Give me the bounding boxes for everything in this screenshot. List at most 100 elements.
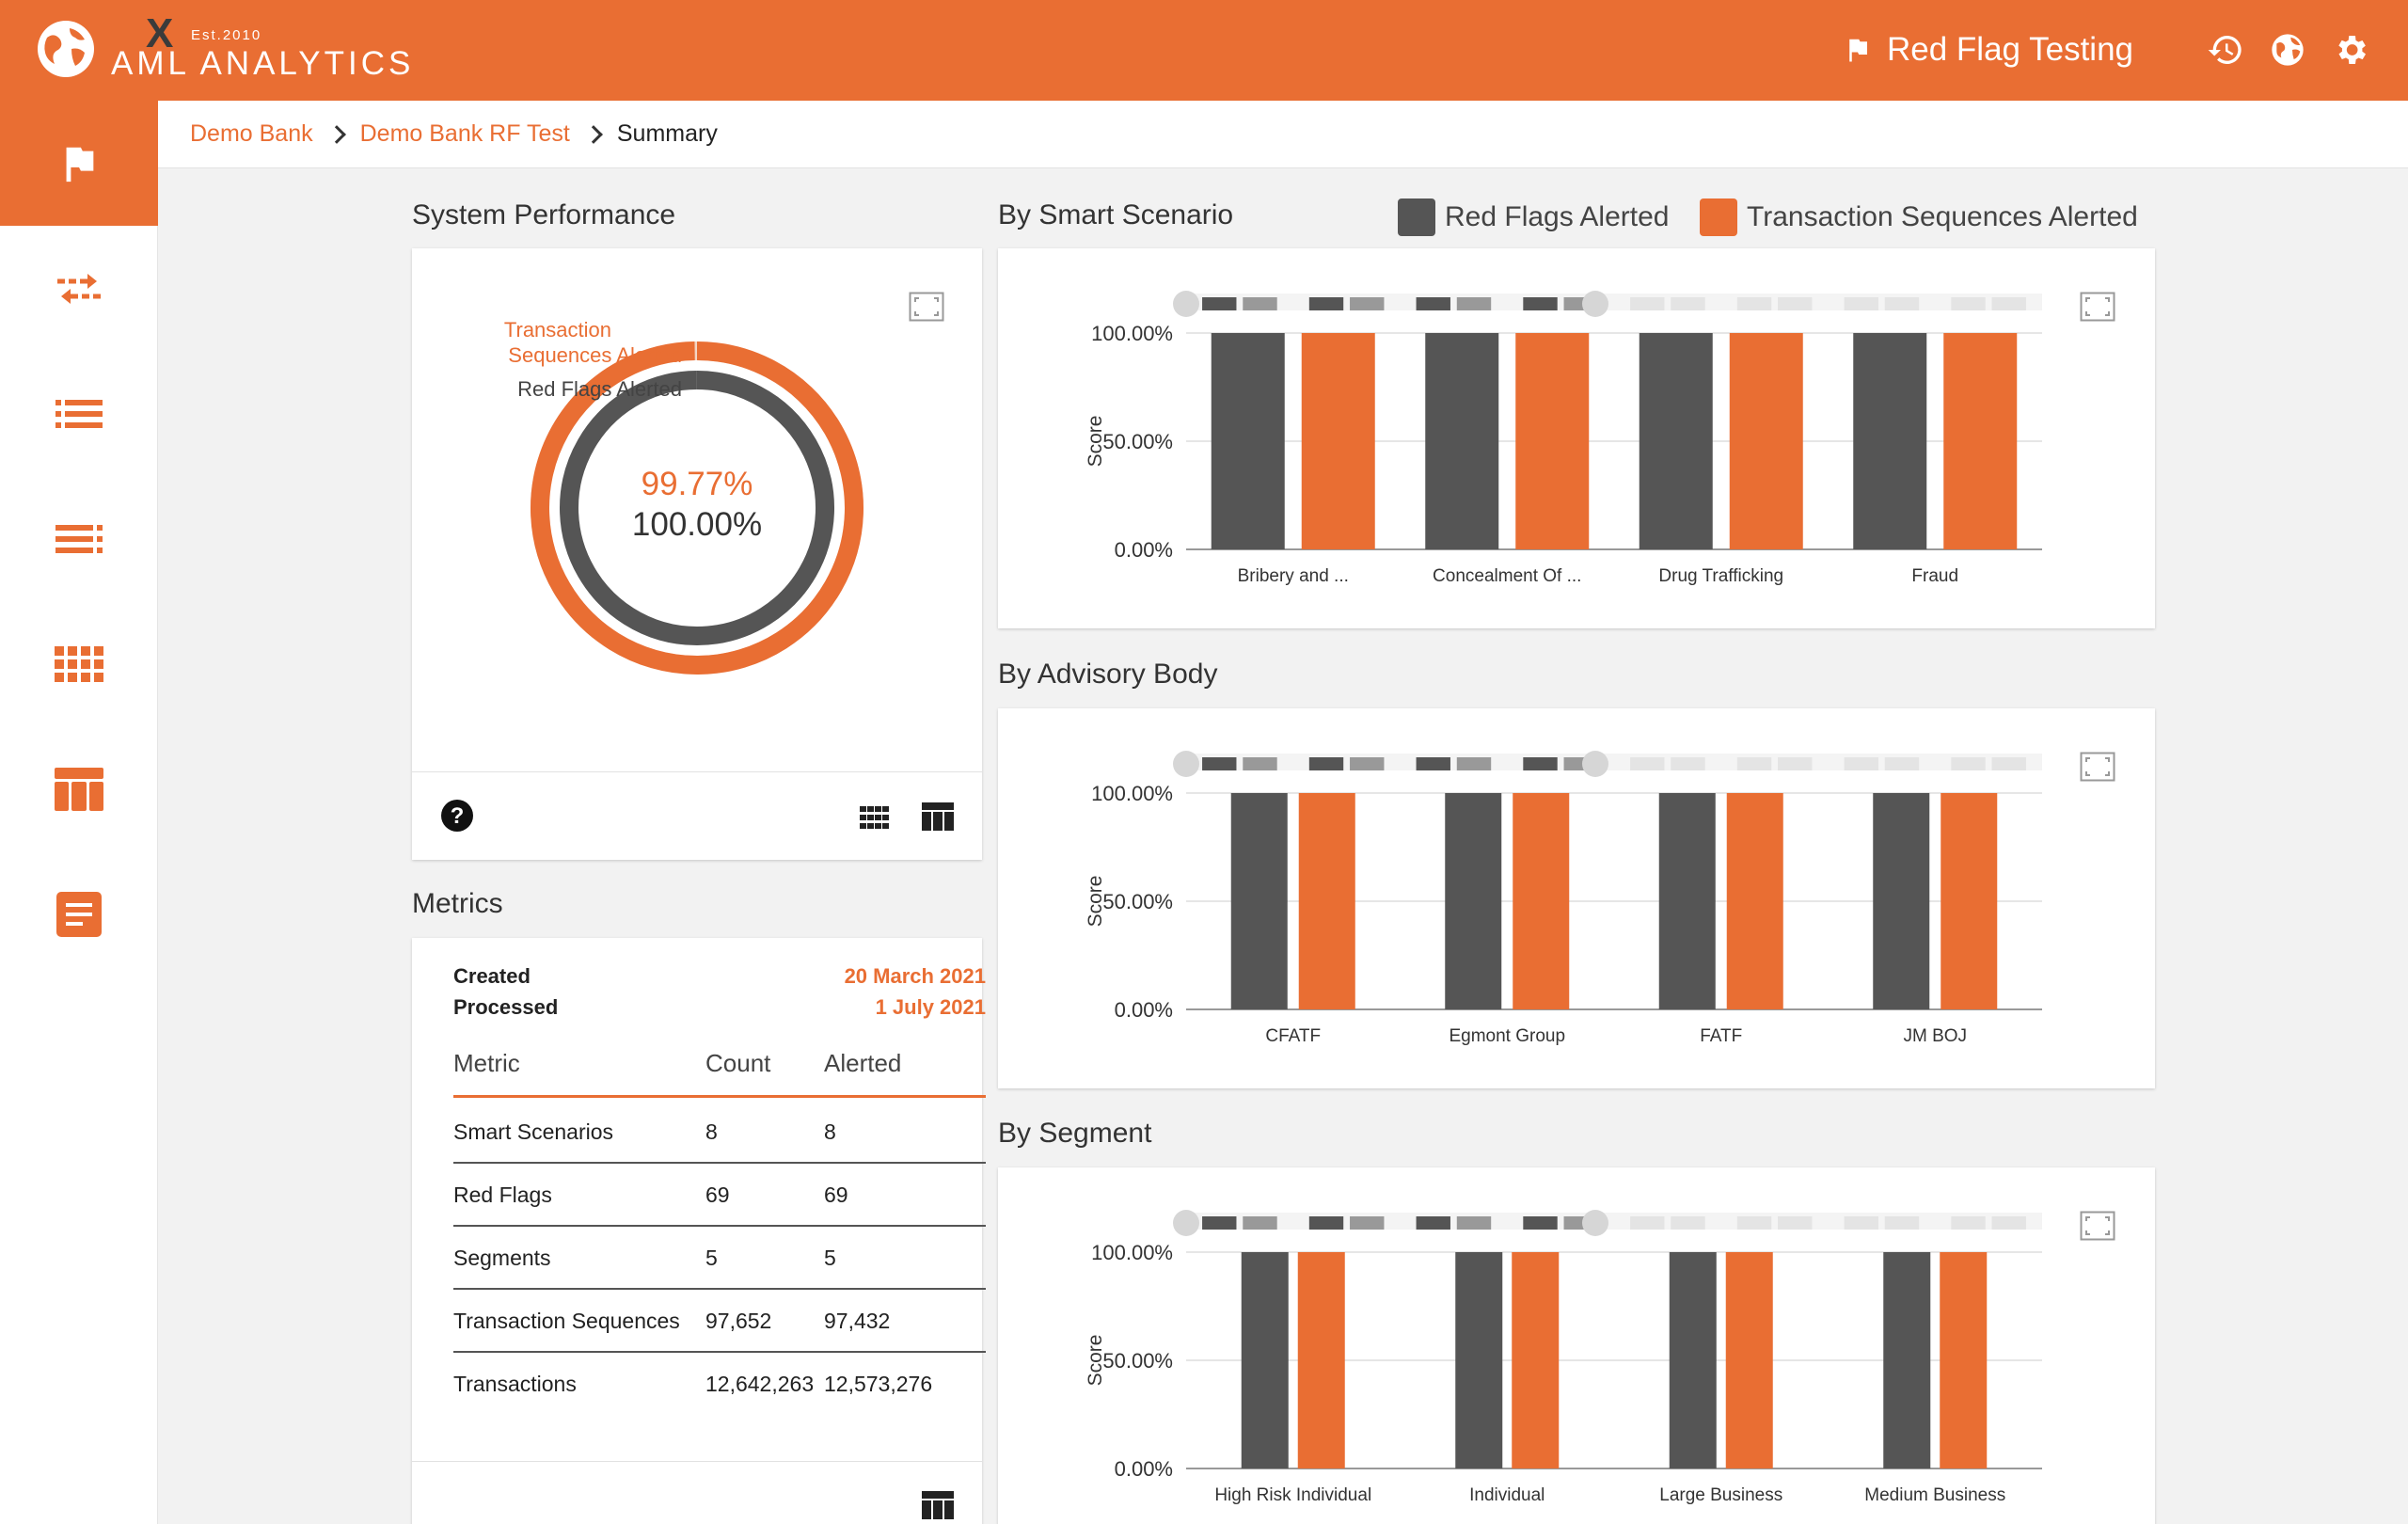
svg-text:Transaction: Transaction xyxy=(504,318,611,341)
table-view-icon[interactable] xyxy=(922,802,954,831)
navigator-bar xyxy=(1778,757,1813,770)
grid-view-icon[interactable] xyxy=(860,806,890,829)
logo-text: AML ANALYTICS xyxy=(111,45,415,82)
navigator-bar xyxy=(1951,297,1986,310)
sidebar-item-grid[interactable] xyxy=(0,601,158,726)
navigator-bar xyxy=(1884,757,1920,770)
sidebar-item-table[interactable] xyxy=(0,726,158,851)
sidebar-item-red-flags[interactable] xyxy=(0,101,158,226)
y-tick-label: 100.00% xyxy=(1091,1241,1173,1264)
y-axis-label: Score xyxy=(1085,876,1106,928)
navigator-bar xyxy=(1523,757,1558,770)
metric-name: Segments xyxy=(453,1246,551,1270)
bar-red-flags xyxy=(1425,333,1499,549)
breadcrumb-link-demo-bank[interactable]: Demo Bank xyxy=(190,120,313,147)
navigator-bar xyxy=(1844,297,1878,310)
breadcrumb-link-rf-test[interactable]: Demo Bank RF Test xyxy=(359,120,570,147)
sidebar-item-transfers[interactable] xyxy=(0,226,158,351)
header-alerted[interactable]: Alerted xyxy=(824,1049,902,1077)
top-bar: X Est.2010 AML ANALYTICS Red Flag Testin… xyxy=(0,0,2408,101)
navigator-bar xyxy=(1736,297,1772,310)
table-row: Smart Scenarios 8 8 xyxy=(453,1101,986,1164)
navigator-bar xyxy=(1778,297,1813,310)
navigator-bar xyxy=(1736,1216,1772,1230)
expand-icon[interactable] xyxy=(2080,292,2115,322)
legend-sequences[interactable]: Transaction Sequences Alerted xyxy=(1700,198,2138,236)
y-tick-label: 0.00% xyxy=(1115,1457,1173,1481)
app-title: Red Flag Testing xyxy=(1887,31,2134,68)
system-performance-title: System Performance xyxy=(412,199,676,230)
expand-icon[interactable] xyxy=(2080,752,2115,782)
bar-sequences xyxy=(1301,333,1375,549)
sidebar-item-list-detail[interactable] xyxy=(0,476,158,601)
navigator-bar xyxy=(1844,1216,1878,1230)
header-metric[interactable]: Metric xyxy=(453,1049,520,1077)
red-flags-label: Red Flags Alerted xyxy=(517,377,682,401)
bar-sequences xyxy=(1298,793,1355,1009)
x-tick-label: Egmont Group xyxy=(1449,1026,1565,1046)
table-view-icon[interactable] xyxy=(922,1491,954,1519)
table-row: Red Flags 69 69 xyxy=(453,1164,986,1227)
sequences-value: 99.77% xyxy=(642,466,753,502)
y-tick-label: 100.00% xyxy=(1091,322,1173,345)
navigator-bar xyxy=(1308,1216,1344,1230)
chevron-right-icon xyxy=(583,124,603,144)
list-detail-icon xyxy=(55,524,103,553)
navigator-bar xyxy=(1416,1216,1450,1230)
bar-sequences xyxy=(1726,793,1783,1009)
grid-icon xyxy=(55,645,103,682)
history-icon[interactable] xyxy=(2207,31,2244,69)
expand-icon[interactable] xyxy=(909,292,944,322)
table-row: Transaction Sequences 97,652 97,432 xyxy=(453,1290,986,1353)
expand-icon[interactable] xyxy=(2080,1211,2115,1241)
metric-count: 5 xyxy=(705,1246,718,1270)
legend-label: Transaction Sequences Alerted xyxy=(1747,201,2138,232)
bar-sequences xyxy=(1729,333,1803,549)
bar-sequences xyxy=(1940,1252,1988,1468)
navigator-bar xyxy=(1416,757,1450,770)
sidebar-item-list[interactable] xyxy=(0,351,158,476)
navigator-bar xyxy=(1844,757,1878,770)
y-tick-label: 100.00% xyxy=(1091,782,1173,805)
x-tick-label: Large Business xyxy=(1659,1485,1782,1505)
bar-red-flags xyxy=(1669,1252,1717,1468)
red-flags-ring xyxy=(559,371,834,645)
x-tick-label: Individual xyxy=(1469,1485,1545,1505)
bar-sequences xyxy=(1512,1252,1560,1468)
card-footer: ? xyxy=(412,771,982,860)
svg-text:?: ? xyxy=(451,803,465,829)
navigator-bar xyxy=(1350,297,1385,310)
navigator-bar xyxy=(1884,297,1920,310)
logo-est: Est.2010 xyxy=(191,27,262,43)
navigator-handle-right xyxy=(1582,1210,1608,1236)
document-icon xyxy=(56,891,102,937)
bar-red-flags xyxy=(1639,333,1713,549)
gear-icon[interactable] xyxy=(2332,31,2369,69)
card-footer-divider xyxy=(412,1461,982,1462)
navigator-track xyxy=(1186,294,2042,310)
globe-icon[interactable] xyxy=(2269,31,2306,69)
metric-count: 69 xyxy=(705,1183,730,1207)
sidebar-item-document[interactable] xyxy=(0,851,158,976)
help-icon[interactable]: ? xyxy=(440,799,474,833)
legend-swatch-dark xyxy=(1398,198,1435,236)
legend-red-flags[interactable]: Red Flags Alerted xyxy=(1398,198,1669,236)
logo-x-mark: X xyxy=(146,10,174,56)
metrics-card: Created 20 March 2021 Processed 1 July 2… xyxy=(412,938,986,1524)
x-tick-label: JM BOJ xyxy=(1903,1026,1967,1046)
navigator-bar xyxy=(1523,297,1558,310)
x-tick-label: Bribery and ... xyxy=(1238,566,1349,586)
navigator-handle-left xyxy=(1173,1210,1199,1236)
navigator-bar xyxy=(1671,757,1705,770)
sequences-label-line1: Transaction xyxy=(504,318,611,341)
header-count[interactable]: Count xyxy=(705,1049,771,1077)
table-row: Segments 5 5 xyxy=(453,1227,986,1290)
x-tick-label: Fraud xyxy=(1911,566,1958,586)
bar-chart: 100.00% 50.00% 0.00% Score Bribery and ... Co… xyxy=(1085,291,2115,586)
y-tick-label: 0.00% xyxy=(1115,538,1173,562)
navigator-bar xyxy=(1671,1216,1705,1230)
navigator-bar xyxy=(1202,297,1237,310)
bar-sequences xyxy=(1515,333,1590,549)
x-tick-label: Drug Trafficking xyxy=(1658,566,1783,586)
navigator-bar xyxy=(1456,297,1492,310)
